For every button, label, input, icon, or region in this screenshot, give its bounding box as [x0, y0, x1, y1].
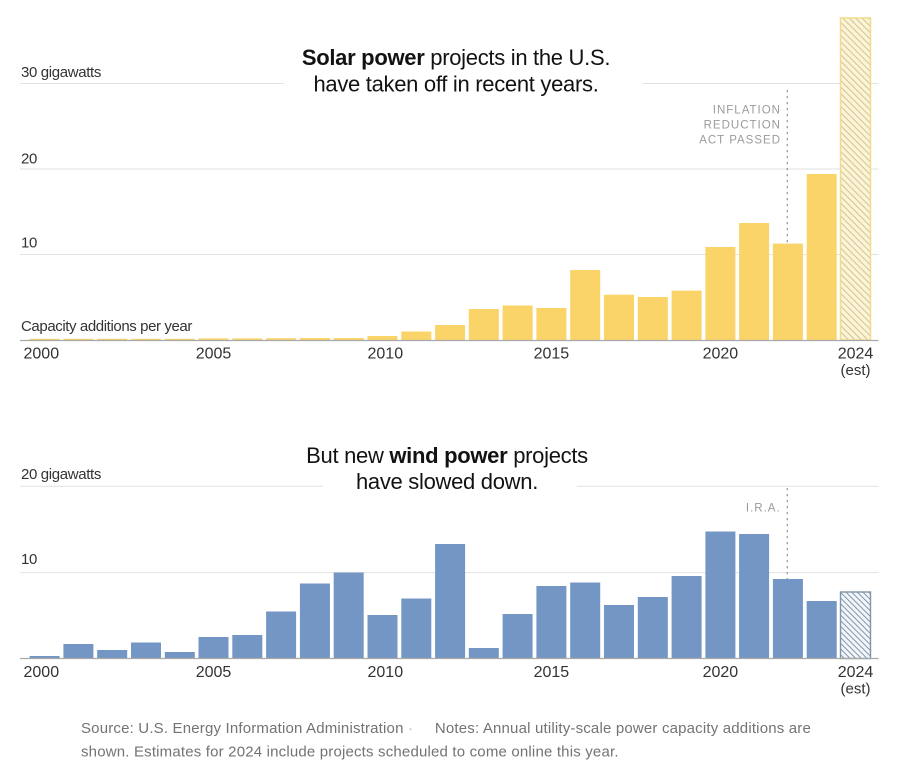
svg-text:INFLATION: INFLATION: [713, 105, 781, 117]
svg-text:2005: 2005: [196, 346, 232, 363]
svg-text:2015: 2015: [534, 664, 570, 681]
svg-text:Solar power projects in the U.: Solar power projects in the U.S.: [302, 45, 610, 70]
svg-text:2000: 2000: [24, 346, 60, 363]
svg-text:have taken off in recent years: have taken off in recent years.: [313, 72, 598, 97]
svg-text:10: 10: [21, 234, 37, 251]
svg-text:But new wind power projects: But new wind power projects: [306, 443, 588, 468]
svg-text:(est): (est): [841, 362, 871, 379]
svg-text:Capacity additions per year: Capacity additions per year: [21, 318, 192, 335]
svg-text:20: 20: [21, 151, 37, 168]
svg-text:10: 10: [21, 551, 37, 568]
svg-text:(est): (est): [841, 681, 871, 698]
svg-text:2024: 2024: [838, 664, 874, 681]
svg-text:Source: U.S. Energy Informatio: Source: U.S. Energy Information Administ…: [81, 720, 811, 737]
svg-text:ACT PASSED: ACT PASSED: [699, 135, 781, 147]
svg-text:2000: 2000: [24, 664, 60, 681]
svg-text:2010: 2010: [368, 346, 404, 363]
svg-text:2024: 2024: [838, 346, 874, 363]
svg-text:2020: 2020: [703, 664, 739, 681]
svg-text:2015: 2015: [534, 346, 570, 363]
svg-text:have slowed down.: have slowed down.: [356, 469, 538, 494]
svg-text:20 gigawatts: 20 gigawatts: [21, 466, 101, 483]
svg-text:2020: 2020: [703, 346, 739, 363]
svg-text:30 gigawatts: 30 gigawatts: [21, 64, 101, 81]
svg-text:2005: 2005: [196, 664, 232, 681]
svg-text:I.R.A.: I.R.A.: [746, 503, 781, 515]
svg-text:REDUCTION: REDUCTION: [704, 120, 781, 132]
svg-text:2010: 2010: [368, 664, 404, 681]
svg-text:shown. Estimates for 2024 incl: shown. Estimates for 2024 include projec…: [81, 744, 619, 761]
